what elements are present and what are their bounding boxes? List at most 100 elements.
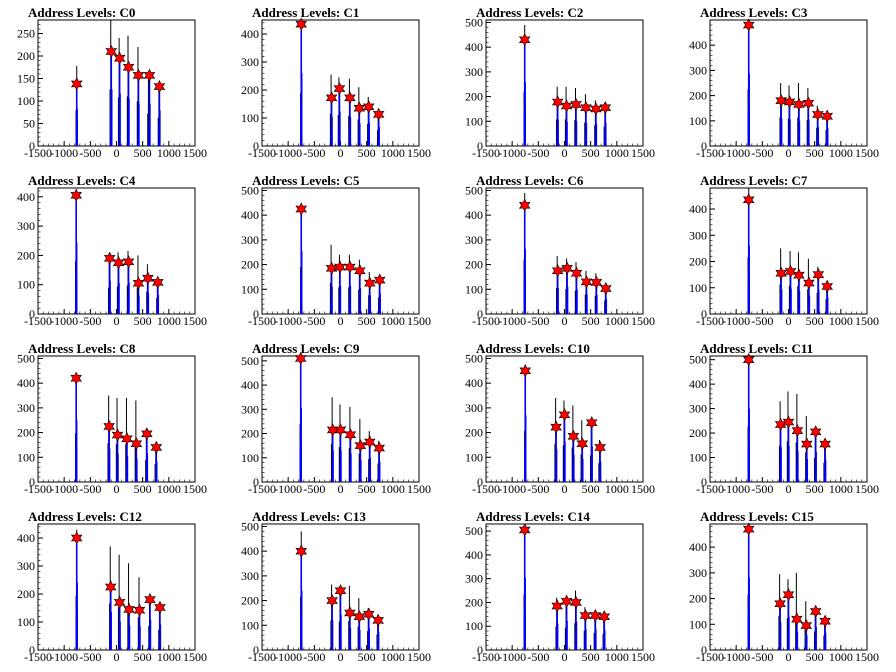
y-tick-label: 150 — [17, 72, 35, 86]
x-tick-label: 1500 — [407, 146, 431, 160]
x-tick-label: -500 — [527, 482, 549, 496]
chart-panel-1: Address Levels: C1 0 100 200 300 400 -1500-100… — [241, 5, 431, 160]
x-tick-label: -500 — [303, 482, 325, 496]
y-tick-label: 400 — [17, 531, 35, 545]
y-tick-label: 0 — [253, 307, 259, 321]
y-tick-label: 200 — [689, 592, 707, 606]
peak-marker — [142, 271, 154, 285]
peak-marker — [561, 261, 573, 275]
x-tick-label: -1500 — [24, 650, 52, 664]
chart-panel-13: Address Levels: C13 0 100 200 300 400 500 -1500… — [241, 509, 431, 664]
y-tick-label: 400 — [465, 376, 483, 390]
y-tick-label: 200 — [17, 248, 35, 262]
peak-marker — [70, 77, 83, 91]
peak-marker — [742, 522, 755, 536]
x-tick-label: -1000 — [498, 146, 526, 160]
y-tick-label: 0 — [477, 643, 483, 657]
peak-marker — [373, 273, 386, 287]
x-tick-label: -500 — [751, 650, 773, 664]
y-tick-label: 400 — [465, 208, 483, 222]
chart-title: Address Levels: C4 — [28, 173, 136, 188]
peak-marker — [70, 371, 82, 385]
peak-marker — [121, 432, 133, 446]
x-tick-label: -1000 — [274, 314, 302, 328]
x-tick-label: -1000 — [50, 146, 78, 160]
plot-frame — [485, 523, 644, 651]
x-tick-label: -1000 — [722, 146, 750, 160]
x-tick-label: -1000 — [274, 146, 302, 160]
peak-marker — [580, 275, 593, 289]
peak-marker — [550, 420, 562, 434]
y-tick-label: 200 — [689, 426, 707, 440]
peak-marker — [782, 415, 795, 429]
x-tick-label: 1000 — [605, 482, 629, 496]
x-tick-label: 0 — [338, 314, 344, 328]
peak-marker — [123, 602, 135, 617]
plot-frame — [709, 187, 868, 315]
peak-marker — [812, 267, 825, 282]
x-tick-label: -500 — [303, 146, 325, 160]
peak-marker — [819, 437, 831, 451]
x-tick-label: -500 — [527, 650, 549, 664]
x-tick-label: 1000 — [157, 314, 181, 328]
x-tick-label: 1000 — [829, 146, 853, 160]
peak-marker — [742, 352, 755, 367]
x-tick-label: -500 — [303, 650, 325, 664]
y-tick-label: 400 — [689, 202, 707, 216]
y-tick-label: 0 — [477, 307, 483, 321]
peak-marker — [152, 275, 164, 290]
y-tick-label: 300 — [17, 219, 35, 233]
peak-marker — [113, 51, 126, 65]
x-tick-label: 1500 — [631, 482, 655, 496]
chart-title: Address Levels: C11 — [700, 341, 813, 356]
peak-marker — [570, 595, 582, 610]
x-tick-label: -1000 — [498, 314, 526, 328]
y-tick-label: 400 — [465, 40, 483, 54]
x-tick-label: -500 — [79, 650, 101, 664]
y-tick-label: 200 — [17, 587, 35, 601]
chart-title: Address Levels: C9 — [252, 341, 360, 356]
peak-marker — [558, 408, 571, 422]
y-tick-label: 400 — [689, 377, 707, 391]
plot-frame — [37, 523, 196, 651]
x-tick-label: -1500 — [24, 314, 52, 328]
peak-marker — [784, 264, 797, 279]
peak-marker — [802, 96, 815, 110]
chart-title: Address Levels: C12 — [28, 509, 142, 524]
y-tick-label: 100 — [241, 451, 259, 465]
peak-marker — [103, 251, 116, 266]
x-tick-label: 1000 — [829, 314, 853, 328]
y-tick-label: 300 — [241, 55, 259, 69]
y-tick-label: 100 — [689, 281, 707, 295]
y-tick-label: 0 — [701, 307, 707, 321]
x-tick-label: 1500 — [183, 146, 207, 160]
y-tick-label: 100 — [241, 618, 259, 632]
chart-panel-0: Address Levels: C0 0 50 100 150 200 250 -1500-1… — [17, 5, 207, 160]
x-tick-label: 1000 — [381, 650, 405, 664]
y-tick-label: 200 — [17, 426, 35, 440]
y-tick-label: 400 — [689, 38, 707, 52]
x-tick-label: 500 — [582, 146, 600, 160]
x-tick-label: -1000 — [722, 314, 750, 328]
y-tick-label: 100 — [17, 278, 35, 292]
x-tick-label: 500 — [582, 314, 600, 328]
y-tick-label: 500 — [465, 524, 483, 538]
peak-marker — [801, 437, 813, 451]
x-tick-label: 500 — [582, 482, 600, 496]
peak-marker — [334, 584, 347, 598]
chart-panel-10: Address Levels: C10 0 100 200 300 400 500 -1500… — [465, 341, 655, 496]
peak-marker — [560, 594, 573, 608]
peak-marker — [774, 597, 786, 611]
peak-marker — [585, 416, 598, 430]
x-tick-label: 0 — [562, 482, 568, 496]
x-tick-label: 1500 — [631, 146, 655, 160]
x-tick-label: 1500 — [407, 482, 431, 496]
x-tick-label: -500 — [303, 314, 325, 328]
y-tick-label: 100 — [689, 451, 707, 465]
x-tick-label: -500 — [751, 482, 773, 496]
x-tick-label: 500 — [806, 146, 824, 160]
x-tick-label: 0 — [114, 650, 120, 664]
y-tick-label: 200 — [689, 255, 707, 269]
y-tick-label: 200 — [465, 90, 483, 104]
y-tick-label: 300 — [689, 228, 707, 242]
